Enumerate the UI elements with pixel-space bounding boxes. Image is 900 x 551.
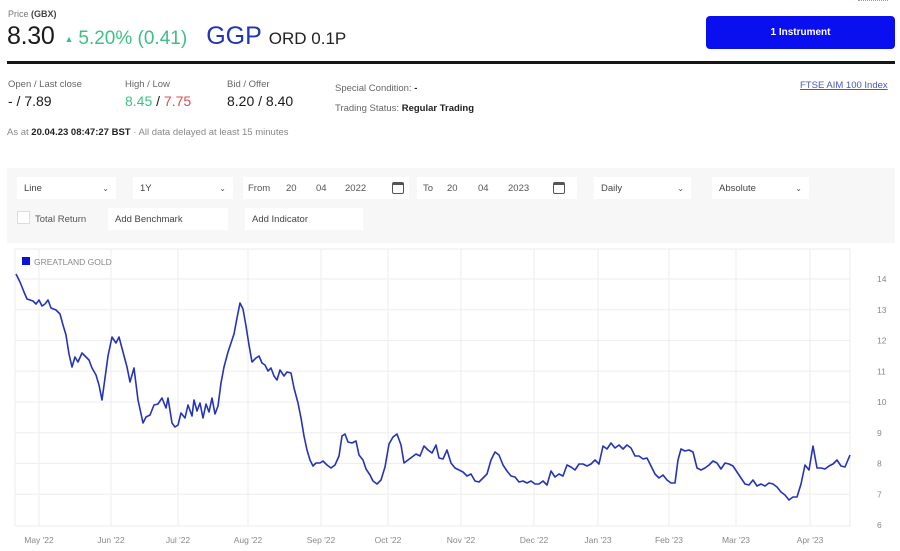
from-month[interactable]: 04 — [316, 183, 327, 194]
top-right-link-fragment — [858, 0, 888, 3]
high-value: 8.45 — [125, 93, 153, 109]
svg-text:Oct '22: Oct '22 — [375, 535, 402, 545]
price-change-value: 5.20% (0.41) — [78, 28, 188, 49]
to-label: To — [423, 183, 434, 194]
to-date-field[interactable] — [417, 177, 577, 199]
svg-text:Mar '23: Mar '23 — [722, 535, 750, 545]
header-divider — [7, 61, 895, 64]
open-last-close: Open / Last close - / 7.89 — [8, 79, 82, 109]
open-last-close-value: - / 7.89 — [8, 93, 52, 109]
scale-select[interactable]: Absolute ⌄ — [712, 177, 809, 199]
calendar-icon[interactable] — [392, 182, 404, 194]
svg-text:12: 12 — [877, 336, 887, 346]
current-price: 8.30 — [7, 22, 55, 50]
instrument-description: ORD 0.1P — [268, 29, 347, 48]
svg-text:May '22: May '22 — [24, 535, 54, 545]
x-axis-ticks: May '22 Jun '22 Jul '22 Aug '22 Sep '22 Oct '… — [24, 535, 823, 545]
from-label: From — [248, 183, 271, 194]
y-axis-ticks: 6 7 8 9 10 11 12 13 14 — [877, 274, 887, 530]
svg-text:8: 8 — [877, 459, 882, 469]
svg-text:Aug '22: Aug '22 — [234, 535, 263, 545]
total-return-label: Total Return — [35, 214, 87, 225]
svg-text:7: 7 — [877, 489, 882, 499]
svg-text:Apr '23: Apr '23 — [797, 535, 824, 545]
svg-text:Jul '22: Jul '22 — [166, 535, 191, 545]
bid-offer-value: 8.20 / 8.40 — [227, 93, 294, 109]
add-benchmark-input[interactable]: Add Benchmark — [108, 208, 228, 230]
add-benchmark-placeholder: Add Benchmark — [115, 213, 183, 225]
chart-type-value: Line — [24, 182, 42, 194]
trading-status: Trading Status: Regular Trading — [335, 103, 475, 114]
special-condition: Special Condition: - — [335, 83, 418, 94]
svg-text:14: 14 — [877, 274, 887, 284]
from-date-field[interactable] — [243, 177, 409, 199]
chart-grid — [14, 248, 851, 527]
add-indicator-input[interactable]: Add Indicator — [245, 208, 363, 230]
price-chart[interactable]: 6 7 8 9 10 11 12 13 14 May '22 Jun '22 Jul '22 Aug … — [7, 243, 895, 551]
to-month[interactable]: 04 — [478, 183, 489, 194]
up-arrow-icon: ▲ — [64, 34, 74, 44]
calendar-icon[interactable] — [553, 182, 565, 194]
high-low-value: 8.45 / 7.75 — [125, 93, 192, 109]
trading-conditions: Special Condition: - Trading Status: Reg… — [335, 79, 474, 119]
svg-text:6: 6 — [877, 520, 882, 530]
instrument-button[interactable]: 1 Instrument — [706, 16, 895, 49]
ticker-symbol: GGP — [206, 22, 262, 50]
svg-text:Jan '23: Jan '23 — [584, 535, 611, 545]
low-value: 7.75 — [163, 93, 192, 109]
to-year[interactable]: 2023 — [508, 183, 530, 194]
high-low-label: High / Low — [125, 79, 170, 90]
svg-text:13: 13 — [877, 305, 887, 315]
price-line — [15, 273, 851, 501]
legend-label: GREATLAND GOLD — [34, 257, 112, 267]
add-indicator-placeholder: Add Indicator — [252, 213, 308, 225]
chart-panel: Line ⌄ 1Y ⌄ From 20 04 2022 To 20 04 2023 … — [7, 168, 895, 551]
svg-text:10: 10 — [877, 397, 887, 407]
period-select[interactable]: 1Y ⌄ — [133, 177, 233, 199]
svg-text:9: 9 — [877, 428, 882, 438]
svg-text:Nov '22: Nov '22 — [447, 535, 476, 545]
price-label: Price (GBX) — [8, 9, 57, 19]
from-day[interactable]: 20 — [286, 183, 297, 194]
from-year[interactable]: 2022 — [345, 183, 367, 194]
chevron-down-icon: ⌄ — [795, 183, 802, 193]
price-row: 8.30 ▲ 5.20% (0.41) GGP ORD 0.1P — [7, 22, 346, 51]
as-at-timestamp: As at 20.04.23 08:47:27 BST · All data d… — [7, 127, 289, 138]
svg-text:Jun '22: Jun '22 — [97, 535, 124, 545]
svg-text:11: 11 — [877, 366, 886, 376]
scale-value: Absolute — [719, 182, 756, 194]
svg-text:Dec '22: Dec '22 — [520, 535, 549, 545]
interval-value: Daily — [601, 182, 623, 194]
bid-offer: Bid / Offer 8.20 / 8.40 — [227, 79, 293, 109]
price-change: ▲ 5.20% (0.41) — [64, 28, 187, 50]
total-return-checkbox[interactable] — [17, 211, 30, 224]
chevron-down-icon: ⌄ — [677, 183, 684, 193]
chart-type-select[interactable]: Line ⌄ — [17, 177, 116, 199]
open-last-close-label: Open / Last close — [8, 79, 82, 90]
svg-text:Sep '22: Sep '22 — [307, 535, 336, 545]
legend-swatch-icon — [22, 257, 30, 265]
period-value: 1Y — [140, 182, 152, 194]
to-day[interactable]: 20 — [447, 183, 458, 194]
svg-text:Feb '23: Feb '23 — [655, 535, 683, 545]
chevron-down-icon: ⌄ — [102, 183, 109, 193]
ftse-aim-100-index-link[interactable]: FTSE AIM 100 Index — [800, 80, 888, 91]
bid-offer-label: Bid / Offer — [227, 79, 270, 90]
interval-select[interactable]: Daily ⌄ — [594, 177, 691, 199]
price-chart-svg: 6 7 8 9 10 11 12 13 14 May '22 Jun '22 Jul '22 Aug … — [14, 248, 887, 545]
high-low: High / Low 8.45 / 7.75 — [125, 79, 191, 109]
chevron-down-icon: ⌄ — [219, 183, 226, 193]
